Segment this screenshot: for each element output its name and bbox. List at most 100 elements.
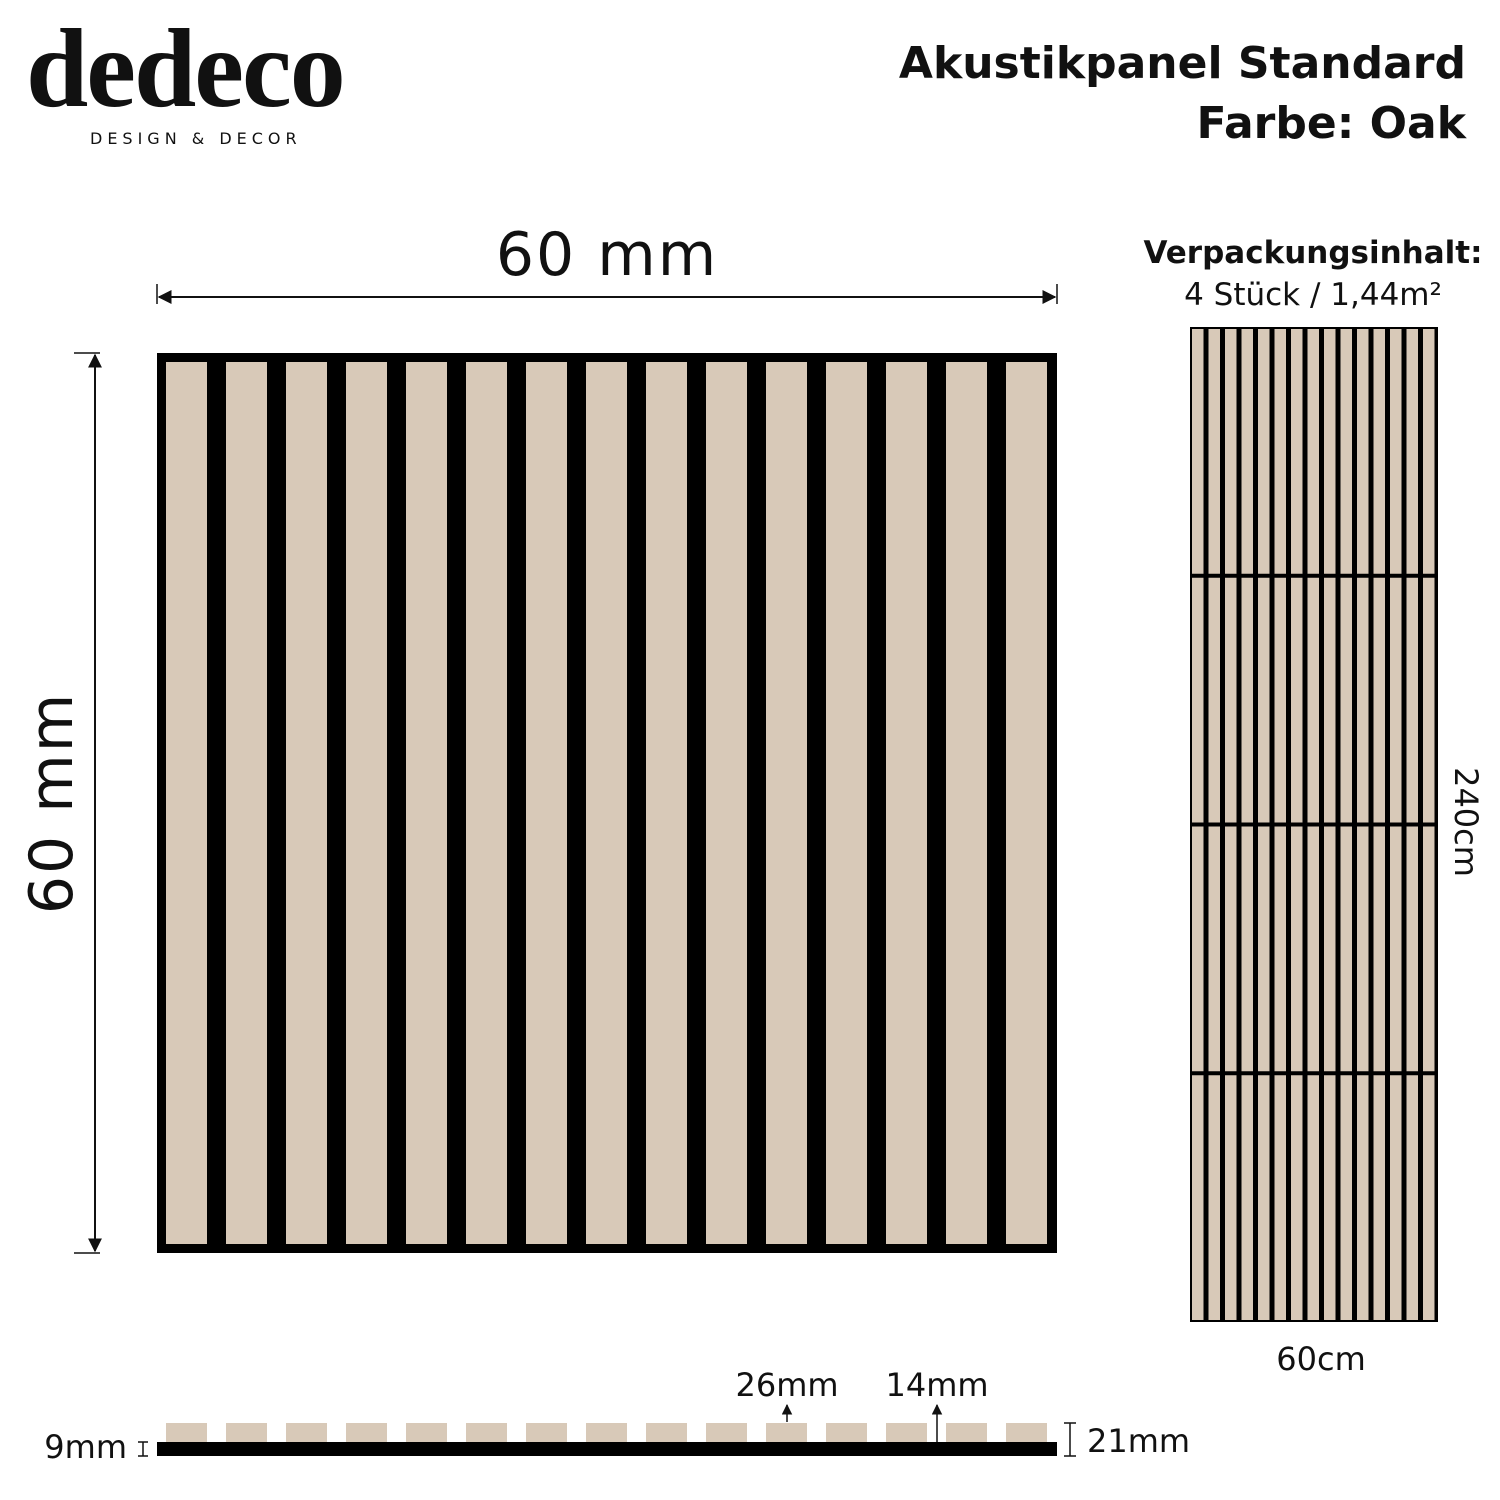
profile-slat [526, 1423, 567, 1442]
profile-slat [166, 1423, 207, 1442]
profile-slat [466, 1423, 507, 1442]
package-slat [1241, 329, 1253, 574]
profile-slat [286, 1423, 327, 1442]
package-slat [1241, 577, 1253, 823]
package-slat [1390, 577, 1402, 823]
package-slat [1225, 329, 1237, 574]
profile-slat [226, 1423, 267, 1442]
package-slat [1274, 329, 1286, 574]
package-heading: Verpackungsinhalt: [1143, 235, 1482, 271]
package-slat [1192, 826, 1204, 1072]
height-label: 60 mm [17, 692, 87, 914]
package-slat [1192, 1075, 1204, 1320]
package-slat [1373, 1075, 1385, 1320]
profile-base [157, 1442, 1057, 1456]
package-height: 240cm [1447, 767, 1485, 877]
logo: dedeco [26, 7, 344, 131]
package-slat [1324, 1075, 1336, 1320]
package-slat [1208, 826, 1220, 1072]
package-slat [1357, 577, 1369, 823]
package-width: 60cm [1276, 1340, 1365, 1378]
package-slat [1357, 1075, 1369, 1320]
package-slat [1258, 577, 1270, 823]
package-slat [1423, 1075, 1435, 1320]
product-color: Farbe: Oak [1197, 98, 1468, 149]
package-slat [1423, 826, 1435, 1072]
profile-slat [646, 1423, 687, 1442]
package-slat [1357, 826, 1369, 1072]
package-slat [1390, 1075, 1402, 1320]
package-slat [1357, 329, 1369, 574]
profile-slat [346, 1423, 387, 1442]
package-slat [1324, 577, 1336, 823]
package-slat [1208, 1075, 1220, 1320]
profile-slat [946, 1423, 987, 1442]
package-slat [1324, 329, 1336, 574]
package-slat [1373, 329, 1385, 574]
package-slat [1307, 826, 1319, 1072]
product-title: Akustikpanel Standard [899, 38, 1466, 89]
package-slat [1390, 329, 1402, 574]
profile-slat [706, 1423, 747, 1442]
package-slat [1390, 826, 1402, 1072]
slat-width-label: 26mm [735, 1366, 838, 1404]
slat [826, 362, 867, 1244]
package-slat [1291, 826, 1303, 1072]
slat [586, 362, 627, 1244]
package-slat [1291, 577, 1303, 823]
package-slat [1274, 577, 1286, 823]
profile-slat [766, 1423, 807, 1442]
package-slat [1192, 577, 1204, 823]
package-slat [1340, 577, 1352, 823]
profile-slat [826, 1423, 867, 1442]
package-content: 4 Stück / 1,44m² [1184, 277, 1442, 313]
package-slat [1340, 826, 1352, 1072]
slat [226, 362, 267, 1244]
slat [946, 362, 987, 1244]
package-slat [1225, 826, 1237, 1072]
package-slat [1406, 826, 1418, 1072]
logo-tagline: DESIGN & DECOR [90, 129, 302, 148]
bracket [138, 1441, 148, 1457]
slat [526, 362, 567, 1244]
width-label: 60 mm [496, 220, 718, 290]
package-slat [1307, 1075, 1319, 1320]
slat [286, 362, 327, 1244]
package-slat [1307, 577, 1319, 823]
package-slat [1324, 826, 1336, 1072]
package-slat [1340, 1075, 1352, 1320]
bracket [1064, 1422, 1076, 1457]
package-slat [1274, 826, 1286, 1072]
slat [706, 362, 747, 1244]
profile-slat [1006, 1423, 1047, 1442]
package-slat [1225, 1075, 1237, 1320]
package-slat [1258, 329, 1270, 574]
base-thickness-label: 9mm [44, 1428, 127, 1466]
package-slat [1192, 329, 1204, 574]
slat [766, 362, 807, 1244]
package-slat [1241, 1075, 1253, 1320]
gap-width-label: 14mm [885, 1366, 988, 1404]
package-slat [1406, 1075, 1418, 1320]
slat [166, 362, 207, 1244]
package-slat [1241, 826, 1253, 1072]
package-slat [1291, 1075, 1303, 1320]
total-thickness-label: 21mm [1087, 1422, 1190, 1460]
slat [406, 362, 447, 1244]
package-slat [1373, 577, 1385, 823]
slat [886, 362, 927, 1244]
package-slat [1291, 329, 1303, 574]
package-slat [1340, 329, 1352, 574]
package-slat [1423, 577, 1435, 823]
profile-slat [406, 1423, 447, 1442]
profile-slat [886, 1423, 927, 1442]
package-slat [1208, 329, 1220, 574]
package-slat [1225, 577, 1237, 823]
package-slat [1307, 329, 1319, 574]
slat [466, 362, 507, 1244]
package-slat [1373, 826, 1385, 1072]
package-slat [1258, 826, 1270, 1072]
slat [646, 362, 687, 1244]
package-slat [1274, 1075, 1286, 1320]
profile-slat [586, 1423, 627, 1442]
